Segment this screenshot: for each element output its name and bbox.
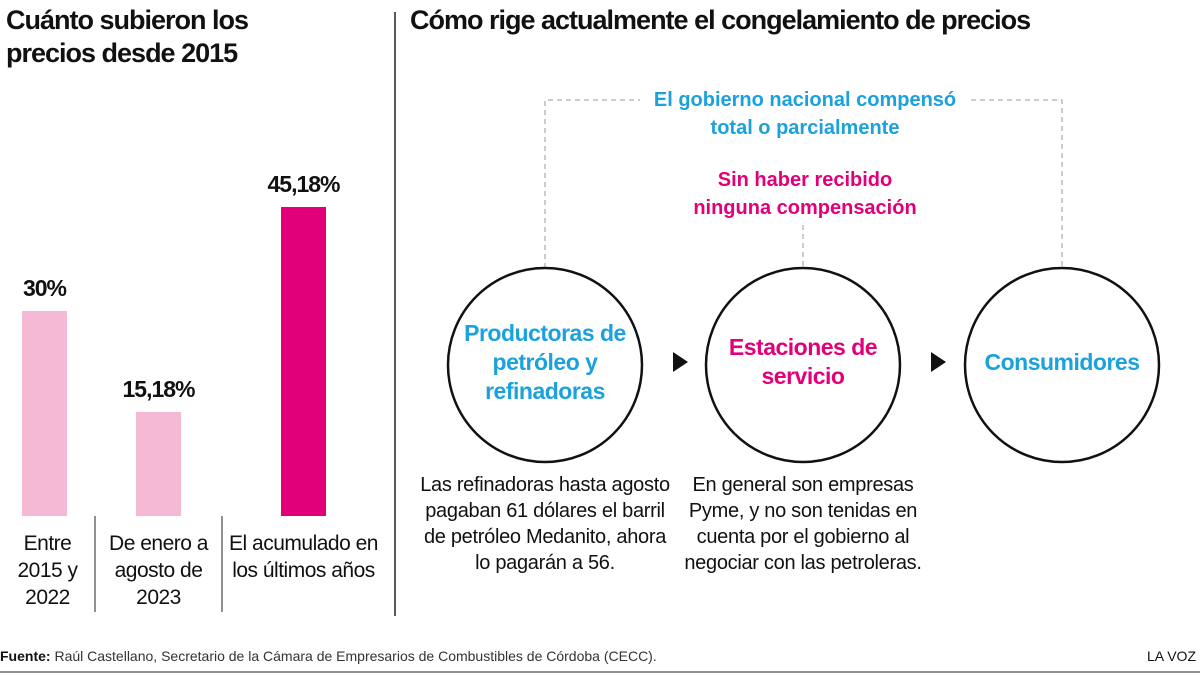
arrow — [931, 352, 946, 372]
node-circle — [446, 266, 644, 464]
uncompensated-label: Sin haber recibido ninguna compensación — [680, 166, 930, 222]
node-label: Consumidores — [984, 348, 1140, 375]
source-text: Raúl Castellano, Secretario de la Cámara… — [54, 648, 657, 664]
category-label: El acumulado en los últimos años — [229, 532, 378, 582]
arrow — [673, 352, 688, 372]
diagram-title: Cómo rige actualmente el congelamiento d… — [410, 5, 1031, 35]
bar — [22, 310, 67, 516]
value-label: 45,18% — [267, 170, 340, 197]
category-label: Entre 2015 y 2022 — [17, 532, 78, 609]
bar — [281, 206, 326, 516]
bar — [136, 412, 181, 516]
chart-title: Cuánto subieron los precios desde 2015 — [6, 5, 249, 68]
source: Fuente: Raúl Castellano, Secretario de l… — [0, 648, 657, 664]
node-note: En general son empresas Pyme, y no son t… — [684, 474, 922, 574]
node-label: Productoras de petróleo y refinadoras — [464, 319, 626, 404]
node-circle — [963, 266, 1161, 464]
brand: LA VOZ — [1146, 648, 1196, 664]
compensated-label: El gobierno nacional compensó total o pa… — [640, 86, 970, 142]
value-label: 15,18% — [122, 376, 195, 403]
source-label: Fuente: — [0, 648, 51, 664]
node-circle — [704, 266, 902, 464]
node-note: Las refinadoras hasta agosto pagaban 61 … — [420, 474, 670, 574]
node-label: Estaciones de servicio — [728, 334, 878, 389]
category-label: De enero a agosto de 2023 — [109, 532, 208, 609]
value-label: 30% — [22, 274, 67, 301]
